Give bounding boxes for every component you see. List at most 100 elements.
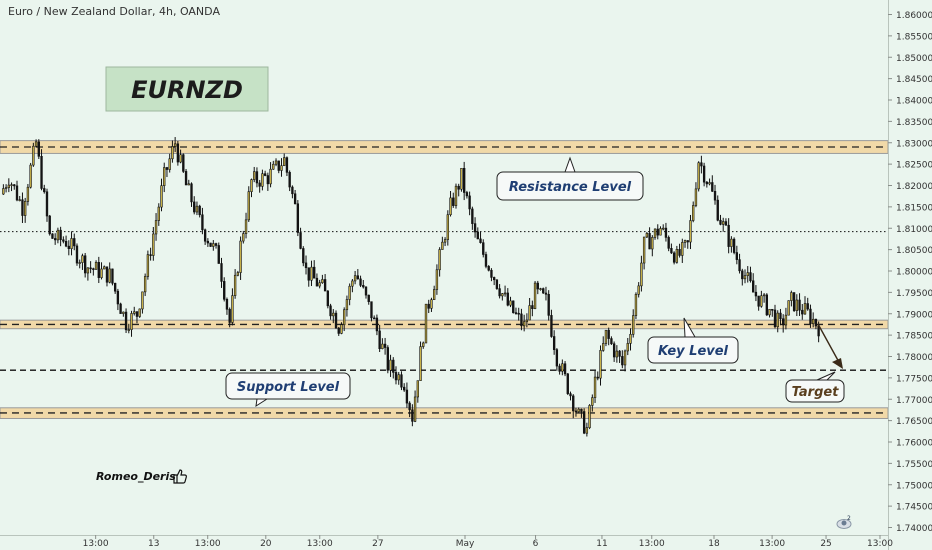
candle-body — [607, 329, 610, 339]
candle-body — [310, 266, 313, 281]
candle-body — [752, 280, 755, 293]
candle-body — [288, 172, 291, 188]
candle-body — [228, 308, 231, 323]
candle-body — [618, 350, 621, 357]
candle-body — [291, 186, 294, 195]
candle-body — [168, 158, 171, 170]
candle-body — [190, 183, 193, 203]
candle-body — [719, 219, 722, 225]
candle-body — [18, 199, 21, 202]
candle-body — [343, 309, 346, 326]
candle-body — [435, 269, 439, 290]
y-tick-label: 1.77000 — [896, 396, 932, 406]
candle-body — [792, 292, 796, 311]
candle-body — [70, 238, 73, 249]
candle-body — [94, 262, 98, 270]
candle-body — [694, 188, 698, 206]
candle-body — [722, 221, 725, 225]
candle-body — [670, 248, 673, 254]
candle-body — [163, 167, 166, 186]
candle-body — [582, 411, 586, 434]
candle-body — [572, 395, 575, 412]
candle-body — [422, 342, 425, 347]
candle-body — [408, 402, 411, 411]
candle-body — [471, 208, 474, 224]
candle-body — [37, 141, 40, 157]
candle-body — [348, 285, 351, 300]
candle-body — [629, 333, 632, 344]
candle-body — [604, 329, 608, 344]
candle-body — [321, 279, 324, 284]
candle-body — [261, 173, 264, 187]
candle-body — [154, 220, 158, 235]
candle-body — [116, 290, 120, 305]
y-tick-label: 1.79500 — [896, 289, 932, 299]
y-tick-label: 1.84500 — [896, 75, 932, 85]
x-tick-label: May — [456, 539, 475, 549]
candle-body — [315, 277, 319, 287]
candle-body — [465, 192, 469, 197]
candle-body — [332, 312, 335, 317]
candle-body — [795, 299, 798, 311]
indicator-badge-icon[interactable]: 2 — [836, 515, 852, 529]
candle-body — [2, 188, 5, 195]
candle-body — [214, 243, 218, 246]
candle-body — [40, 156, 43, 189]
x-tick-label: 13:00 — [759, 539, 785, 549]
candle-body — [550, 315, 553, 337]
candle-body — [801, 309, 804, 315]
candle-body — [92, 268, 95, 270]
candle-body — [542, 288, 545, 294]
candle-body — [506, 292, 509, 306]
candle-body — [233, 274, 237, 296]
candle-body — [345, 299, 349, 311]
candle-body — [89, 267, 92, 270]
candle-body — [364, 286, 368, 296]
y-tick-label: 1.76000 — [896, 439, 932, 449]
candle-body — [588, 405, 591, 428]
candle-body — [686, 240, 689, 243]
support-level-box — [225, 372, 351, 400]
candle-body — [812, 318, 815, 325]
candle-body — [285, 157, 289, 173]
candle-body — [427, 303, 430, 309]
thumbs-up-icon[interactable] — [172, 468, 188, 484]
candle-body — [610, 338, 613, 345]
candle-body — [296, 203, 300, 233]
candle-body — [184, 171, 188, 186]
candle-body — [386, 347, 389, 371]
y-tick-label: 1.85000 — [896, 54, 932, 64]
candle-body — [492, 277, 496, 281]
candle-body — [561, 363, 564, 372]
key-level-box — [647, 336, 739, 364]
y-tick-label: 1.82000 — [896, 182, 932, 192]
candle-body — [503, 292, 507, 295]
candle-body — [711, 182, 714, 192]
candle-body — [397, 374, 400, 381]
candle-body — [487, 266, 490, 271]
candle-body — [73, 238, 76, 247]
candle-body — [452, 197, 455, 206]
y-tick-label: 1.81000 — [896, 225, 932, 235]
svg-text:2: 2 — [847, 515, 851, 522]
candle-body — [490, 269, 493, 278]
candle-body — [591, 397, 594, 406]
y-tick-label: 1.83500 — [896, 118, 932, 128]
candle-body — [176, 143, 180, 163]
y-tick-label: 1.84000 — [896, 97, 932, 107]
candle-body — [51, 233, 54, 239]
candle-body — [135, 311, 139, 317]
candle-body — [626, 343, 629, 352]
candle-body — [632, 315, 635, 335]
candle-body — [533, 282, 537, 309]
candle-body — [244, 219, 248, 234]
candle-body — [413, 396, 417, 422]
candle-body — [274, 160, 278, 165]
candle-body — [479, 238, 482, 243]
candle-body — [615, 350, 619, 358]
candle-body — [757, 295, 760, 307]
candle-body — [323, 279, 327, 292]
candle-body — [749, 272, 752, 282]
candle-body — [4, 187, 8, 189]
candle-body — [596, 376, 599, 379]
